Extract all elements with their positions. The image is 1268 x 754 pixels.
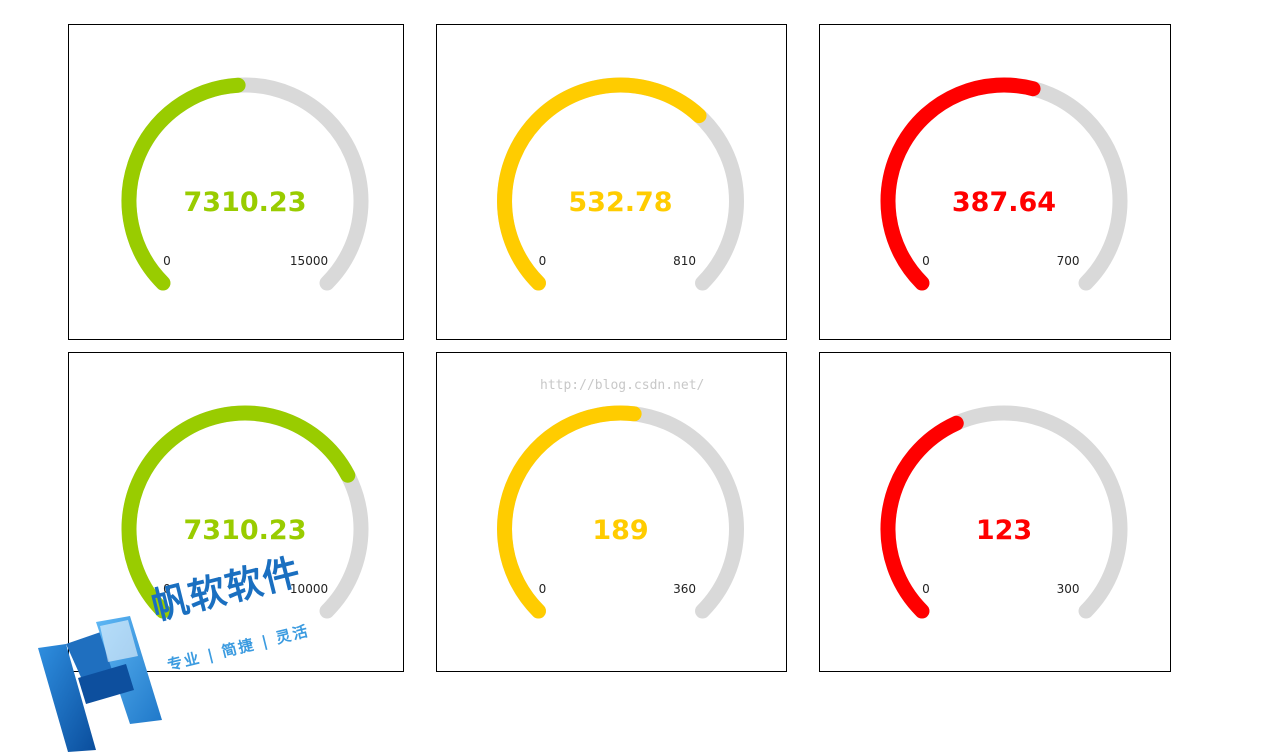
gauge-min-label: 0 [922, 582, 930, 596]
gauge-panel-2: 3-6个月应收款金额（万元） 532.78 0 810 [436, 24, 787, 340]
gauge-min-label: 0 [163, 582, 171, 596]
gauge-value-arc [121, 77, 246, 291]
gauge-panel-title: 3个月以内应收款客户数（家） [72, 358, 292, 377]
gauge-value-label: 7310.23 [184, 187, 307, 218]
gauge-max-label: 300 [1057, 582, 1080, 596]
gauge-value-arc [497, 405, 642, 619]
gauge-chart: 387.64 0 700 [880, 77, 1128, 291]
gauge-chart: 7310.23 0 10000 [121, 405, 369, 619]
gauge-chart: 532.78 0 810 [497, 77, 744, 291]
gauge-value-label: 532.78 [568, 187, 672, 218]
gauge-value-label: 387.64 [952, 187, 1056, 218]
gauge-min-label: 0 [922, 254, 930, 268]
gauge-panel-1: 3个月以内应收款金额（万元） 7310.23 0 15000 [68, 24, 404, 340]
gauge-max-label: 360 [673, 582, 696, 596]
gauge-value-label: 123 [976, 515, 1032, 546]
gauge-panel-title: 6个月以上应收款金额（万元） [823, 30, 1043, 49]
gauge-min-label: 0 [539, 254, 547, 268]
gauge-chart: 123 0 300 [880, 405, 1128, 619]
gauge-min-label: 0 [163, 254, 171, 268]
gauge-panel-title: 3-6个月应收款客户数（家） [440, 358, 645, 377]
gauge-value-label: 7310.23 [184, 515, 307, 546]
gauge-chart: 7310.23 0 15000 [121, 77, 369, 291]
gauge-value-label: 189 [592, 515, 648, 546]
gauge-value-arc [880, 77, 1041, 291]
gauge-panel-title: 3-6个月应收款金额（万元） [440, 30, 645, 49]
gauge-panel-6: 6个月以上应收款客户数（家） 123 0 300 [819, 352, 1171, 672]
gauge-max-label: 10000 [290, 582, 328, 596]
gauge-value-arc [880, 415, 964, 619]
gauge-max-label: 700 [1057, 254, 1080, 268]
gauge-chart: 189 0 360 [497, 405, 744, 619]
gauge-panel-title: 3个月以内应收款金额（万元） [72, 30, 292, 49]
gauge-panel-3: 6个月以上应收款金额（万元） 387.64 0 700 [819, 24, 1171, 340]
gauge-max-label: 15000 [290, 254, 328, 268]
gauge-panel-5: 3-6个月应收款客户数（家） 189 0 360 [436, 352, 787, 672]
gauge-max-label: 810 [673, 254, 696, 268]
gauge-min-label: 0 [539, 582, 547, 596]
gauge-panel-4: 3个月以内应收款客户数（家） 7310.23 0 10000 [68, 352, 404, 672]
gauge-panel-title: 6个月以上应收款客户数（家） [823, 358, 1043, 377]
gauge-value-arc [497, 77, 707, 291]
gauge-value-arc [121, 405, 356, 619]
